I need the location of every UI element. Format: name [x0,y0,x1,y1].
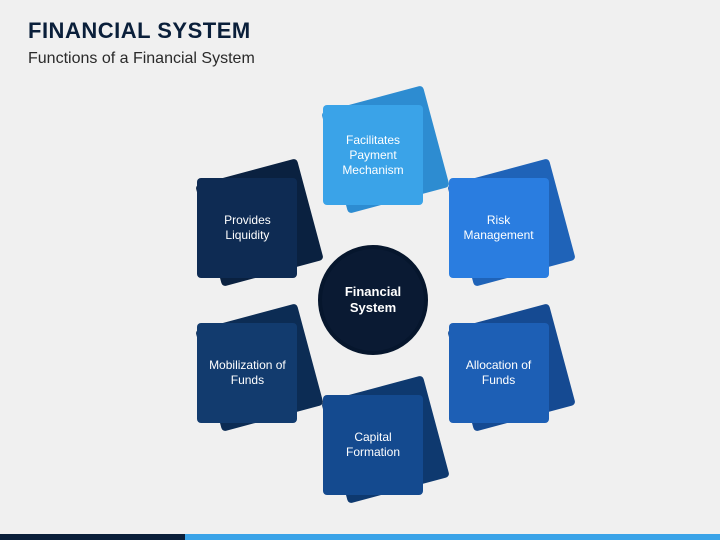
petal-label: Facilitates Payment Mechanism [331,133,415,178]
petal-label: Mobilization of Funds [205,358,289,388]
petal-node: Provides Liquidity [197,178,297,278]
petal-node: Risk Management [449,178,549,278]
petal-label: Capital Formation [331,430,415,460]
petal-front-shape: Facilitates Payment Mechanism [323,105,423,205]
bottom-bar-segment [185,534,720,540]
petal-node: Allocation of Funds [449,323,549,423]
petal-label: Risk Management [457,213,541,243]
petal-front-shape: Allocation of Funds [449,323,549,423]
center-node: Financial System [318,245,428,355]
petal-front-shape: Provides Liquidity [197,178,297,278]
petal-node: Capital Formation [323,395,423,495]
petal-label: Allocation of Funds [457,358,541,388]
diagram-stage: Facilitates Payment Mechanism Risk Manage… [0,0,720,540]
petal-front-shape: Capital Formation [323,395,423,495]
petal-node: Mobilization of Funds [197,323,297,423]
center-label: Financial System [322,284,424,317]
bottom-bar-segment [0,534,185,540]
petal-label: Provides Liquidity [205,213,289,243]
petal-node: Facilitates Payment Mechanism [323,105,423,205]
petal-front-shape: Risk Management [449,178,549,278]
bottom-accent-bar [0,534,720,540]
petal-front-shape: Mobilization of Funds [197,323,297,423]
